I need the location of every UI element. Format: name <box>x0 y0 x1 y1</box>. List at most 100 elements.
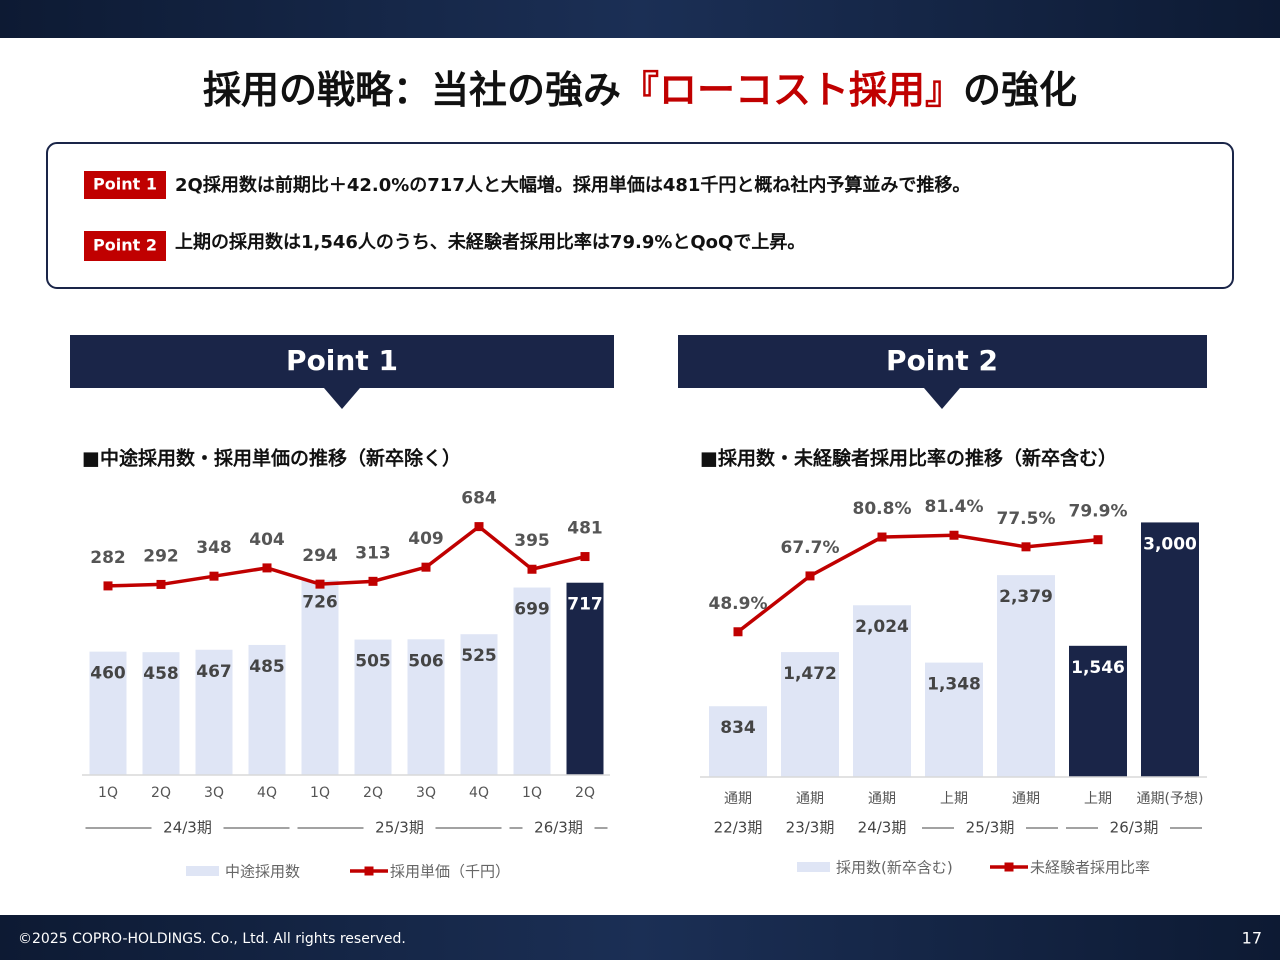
line-value-label: 77.5% <box>997 509 1056 529</box>
x-tick-label: 1Q <box>98 785 118 801</box>
point-label: Point 1 <box>93 175 157 194</box>
bar <box>853 605 911 777</box>
arrow <box>324 388 360 409</box>
line-value-label: 294 <box>302 546 338 566</box>
line-value-label: 409 <box>408 529 444 549</box>
bar <box>1069 645 1127 777</box>
line-value-label: 348 <box>196 538 232 558</box>
x-tick-label: 上期 <box>940 791 968 807</box>
bar <box>407 639 445 775</box>
title-part: の強化 <box>963 68 1077 112</box>
bar-value-label: 467 <box>196 662 232 682</box>
group-label: 25/3期 <box>966 819 1015 837</box>
x-tick-label: 4Q <box>257 785 277 801</box>
bar-value-label: 2,024 <box>855 617 909 637</box>
x-tick-label: 通期 <box>796 791 824 807</box>
legend-label: 採用数(新卒含む) <box>836 859 953 877</box>
bar <box>248 644 286 775</box>
line-marker <box>103 581 113 591</box>
x-tick-label: 通期 <box>724 791 752 807</box>
x-tick-label: 4Q <box>469 785 489 801</box>
bar-value-label: 834 <box>720 718 756 738</box>
x-tick-label: 2Q <box>151 785 171 801</box>
legend-swatch <box>797 862 830 872</box>
bar <box>460 634 498 775</box>
line-marker <box>421 562 431 572</box>
line-marker <box>368 576 378 586</box>
bar-value-label: 3,000 <box>1143 534 1197 554</box>
bar <box>709 706 767 777</box>
line-marker <box>733 627 743 637</box>
bar-value-label: 505 <box>355 652 391 672</box>
bar-value-label: 2,379 <box>999 587 1053 607</box>
line-value-label: 81.4% <box>925 497 984 517</box>
footer-band <box>0 915 1280 960</box>
group-label: 24/3期 <box>858 819 907 837</box>
points-box <box>46 142 1234 289</box>
bar-value-label: 460 <box>90 664 126 684</box>
line-marker <box>949 530 959 540</box>
line-value-label: 67.7% <box>781 538 840 558</box>
copyright: ©2025 COPRO-HOLDINGS. Co., Ltd. All righ… <box>18 931 406 947</box>
chart-title: ■中途採用数・採用単価の推移（新卒除く） <box>82 447 461 470</box>
bar <box>925 662 983 777</box>
line-marker <box>156 579 166 589</box>
line-value-label: 684 <box>461 489 497 509</box>
bar <box>997 575 1055 777</box>
group-label: 26/3期 <box>1110 819 1159 837</box>
legend-label: 中途採用数 <box>225 863 300 881</box>
legend-swatch <box>1004 862 1014 872</box>
arrow <box>924 388 960 409</box>
bar-value-label: 726 <box>302 592 338 612</box>
x-tick-label: 3Q <box>204 785 224 801</box>
group-label: 24/3期 <box>163 819 212 837</box>
group-label: 25/3期 <box>375 819 424 837</box>
panel-heading-bg <box>70 335 614 388</box>
bar-value-label: 506 <box>408 651 444 671</box>
x-tick-label: 通期 <box>868 791 896 807</box>
line-marker <box>580 552 590 562</box>
legend-label: 未経験者採用比率 <box>1030 859 1150 877</box>
line-marker <box>474 522 484 532</box>
line-marker <box>877 532 887 542</box>
line-value-label: 395 <box>514 531 550 551</box>
line-value-label: 48.9% <box>709 594 768 614</box>
line-value-label: 79.9% <box>1069 502 1128 522</box>
point-text: 上期の採用数は1,546人のうち、未経験者採用比率は79.9%とQoQで上昇。 <box>175 231 805 253</box>
line-value-label: 404 <box>249 530 285 550</box>
legend-label: 採用単価（千円） <box>390 863 510 881</box>
x-tick-label: 2Q <box>575 785 595 801</box>
panel-heading: Point 2 <box>886 344 998 377</box>
line-marker <box>315 579 325 589</box>
bar <box>513 587 551 775</box>
bar <box>89 651 127 775</box>
line-marker <box>1021 542 1031 552</box>
bar-value-label: 1,348 <box>927 675 981 695</box>
bar-value-label: 458 <box>143 664 179 684</box>
line-marker <box>527 564 537 574</box>
page-number: 17 <box>1242 929 1262 948</box>
bar-value-label: 1,472 <box>783 664 837 684</box>
point-badge <box>84 171 166 199</box>
x-tick-label: 1Q <box>310 785 330 801</box>
bar <box>781 652 839 777</box>
legend-swatch <box>186 866 219 876</box>
panel-heading: Point 1 <box>286 344 398 377</box>
bar <box>1141 522 1199 777</box>
x-tick-label: 1Q <box>522 785 542 801</box>
line-value-label: 481 <box>567 519 603 539</box>
legend-swatch <box>364 866 374 876</box>
bar <box>142 652 180 775</box>
title-part: 採用の戦略：当社の強み <box>203 68 621 112</box>
group-label: 23/3期 <box>786 819 835 837</box>
point-text: 2Q採用数は前期比＋42.0%の717人と大幅増。採用単価は481千円と概ね社内… <box>175 174 970 196</box>
bar <box>301 580 339 775</box>
point-badge <box>84 231 166 261</box>
top-band <box>0 0 1280 38</box>
bar <box>195 649 233 775</box>
line-marker <box>805 571 815 581</box>
line-value-label: 292 <box>143 546 179 566</box>
x-tick-label: 通期 <box>1012 791 1040 807</box>
group-label: 22/3期 <box>714 819 763 837</box>
